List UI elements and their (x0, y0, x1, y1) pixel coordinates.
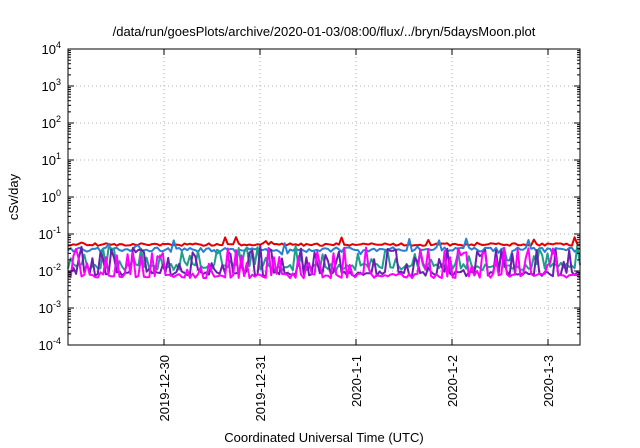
y-axis: 10-4 10-3 10-2 10-1 100 101 102 103 104 (39, 40, 580, 353)
y-tick-label: 104 (42, 40, 61, 57)
chart-title: /data/run/goesPlots/archive/2020-01-03/0… (113, 24, 536, 39)
x-tick-label: 2020-1-2 (445, 355, 460, 407)
series-line (67, 236, 581, 247)
x-tick-label: 2019-12-30 (157, 355, 172, 422)
x-tick-label: 2019-12-31 (253, 355, 268, 422)
x-tick-label: 2020-1-1 (349, 355, 364, 407)
y-tick-label: 103 (42, 77, 61, 94)
series-line (67, 237, 581, 262)
y-tick-label: 10-1 (39, 225, 61, 242)
y-tick-label: 102 (42, 114, 61, 131)
x-axis: 2019-12-30 2019-12-31 2020-1-1 2020-1-2 2020… (157, 49, 556, 422)
series-group (67, 236, 581, 280)
y-tick-label: 101 (42, 151, 61, 168)
x-tick-label: 2020-1-3 (541, 355, 556, 407)
y-tick-label: 10-3 (39, 299, 61, 316)
y-axis-label: cSv/day (6, 173, 21, 220)
y-tick-label: 10-2 (39, 262, 61, 279)
grid (68, 49, 580, 345)
y-tick-label: 100 (42, 188, 61, 205)
x-axis-label: Coordinated Universal Time (UTC) (224, 430, 423, 445)
series-line (67, 246, 581, 280)
y-tick-label: 10-4 (39, 336, 61, 353)
